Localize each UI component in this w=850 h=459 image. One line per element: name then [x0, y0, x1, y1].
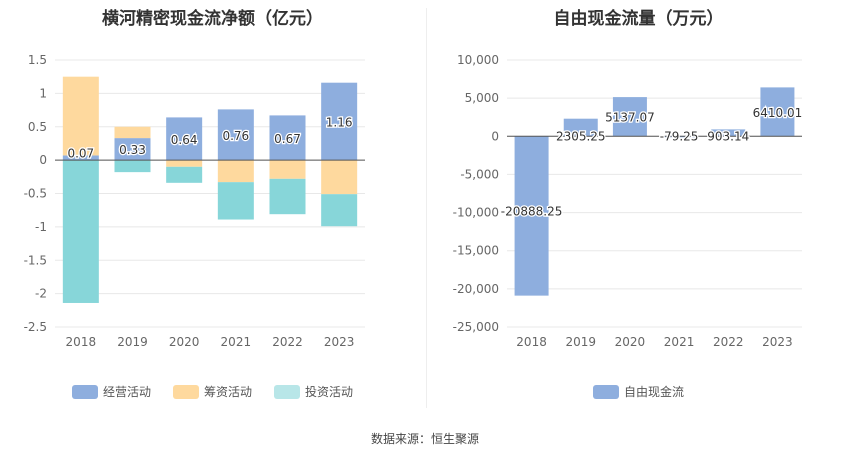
y-tick-label: 0.5 — [28, 120, 47, 134]
bar-investing — [166, 166, 203, 183]
legend: 自由现金流 — [427, 383, 850, 400]
data-label: 1.16 — [326, 115, 353, 129]
bar-investing — [321, 194, 358, 227]
x-tick-label: 2019 — [117, 335, 148, 349]
bar-operating — [269, 115, 306, 161]
bar-operating — [166, 117, 203, 161]
bar-financing — [62, 76, 99, 156]
legend: 经营活动 筹资活动 投资活动 — [0, 383, 425, 400]
y-tick-label: -2 — [35, 287, 47, 301]
bar-financing — [321, 160, 358, 195]
bar-investing — [62, 160, 99, 303]
x-tick-label: 2020 — [615, 335, 646, 349]
legend-label: 自由现金流 — [623, 385, 684, 399]
x-tick-label: 2022 — [272, 335, 303, 349]
bar-free-cash-flow — [563, 118, 598, 137]
x-tick-label: 2021 — [664, 335, 695, 349]
legend-item-financing[interactable]: 筹资活动 — [172, 383, 252, 400]
x-tick-label: 2021 — [221, 335, 252, 349]
data-source: 数据来源：恒生聚源 — [370, 432, 479, 446]
legend-label: 经营活动 — [102, 385, 151, 399]
bar-financing — [114, 126, 151, 139]
free-cash-flow-plot: 10,000 5,000 0 -5,000 -10,000 -15,000 -20,000 -… — [453, 53, 804, 349]
y-tick-label: -20,000 — [453, 282, 499, 296]
y-tick-label: -25,000 — [453, 320, 499, 334]
bar-operating — [217, 109, 254, 161]
bar-free-cash-flow — [711, 129, 746, 137]
data-label: 2305.25 — [556, 129, 606, 143]
x-tick-label: 2018 — [516, 335, 547, 349]
data-label: 6410.01 — [753, 106, 803, 120]
bar-free-cash-flow — [612, 97, 647, 137]
legend-swatch — [274, 384, 300, 399]
legend-item-operating[interactable]: 经营活动 — [71, 383, 151, 400]
data-label: 5137.07 — [605, 111, 655, 125]
bar-operating — [321, 82, 358, 161]
x-tick-label: 2022 — [713, 335, 744, 349]
legend-label: 筹资活动 — [203, 385, 252, 399]
data-label: 0.64 — [171, 133, 198, 147]
bar-operating — [114, 138, 151, 161]
x-tick-label: 2020 — [169, 335, 200, 349]
y-tick-label: 1 — [39, 86, 47, 100]
data-label: 903.14 — [707, 129, 749, 143]
bar-operating — [62, 155, 99, 161]
legend-item-free-cash-flow[interactable]: 自由现金流 — [592, 383, 684, 400]
bar-investing — [269, 178, 306, 215]
legend-swatch — [71, 384, 98, 399]
bar-investing — [114, 160, 151, 173]
x-tick-label: 2018 — [66, 335, 97, 349]
data-label: -79.25 — [660, 129, 699, 143]
free-cash-flow-chart: 自由现金流量（万元） 10,000 5,000 0 -5,000 -10,000 -15,… — [427, 0, 850, 420]
y-tick-label: -5,000 — [460, 167, 499, 181]
y-tick-label: -2.5 — [24, 320, 47, 334]
cash-flow-net-plot: 1.5 1 0.5 0 -0.5 -1 -1.5 -2 -2.5 2018 2019 2020 2021… — [24, 53, 365, 349]
panel-divider — [426, 8, 427, 408]
y-tick-label: -0.5 — [24, 187, 47, 201]
legend-swatch — [172, 384, 199, 399]
data-label: 0.33 — [119, 143, 146, 157]
bar-financing — [166, 160, 203, 167]
y-tick-label: 0 — [39, 153, 47, 167]
chart-title: 横河精密现金流净额（亿元） — [102, 9, 323, 29]
y-tick-label: -10,000 — [453, 206, 499, 220]
y-tick-label: -15,000 — [453, 244, 499, 258]
legend-swatch — [592, 384, 619, 399]
bar-investing — [217, 182, 254, 220]
y-tick-label: 5,000 — [465, 91, 499, 105]
y-tick-label: 10,000 — [457, 53, 499, 67]
x-tick-label: 2023 — [762, 335, 793, 349]
bar-financing — [269, 160, 306, 179]
bar-free-cash-flow — [760, 87, 795, 137]
data-label: 0.76 — [222, 129, 249, 143]
data-label: 0.07 — [67, 146, 94, 160]
legend-item-investing[interactable]: 投资活动 — [274, 383, 353, 400]
y-tick-label: 1.5 — [28, 53, 47, 67]
x-tick-label: 2023 — [324, 335, 355, 349]
bar-financing — [217, 160, 254, 183]
data-label: 0.67 — [274, 132, 301, 146]
legend-label: 投资活动 — [305, 385, 354, 399]
y-tick-label: -1 — [35, 220, 47, 234]
bar-free-cash-flow — [514, 136, 549, 296]
y-tick-label: -1.5 — [24, 253, 47, 267]
data-label: -20888.25 — [501, 205, 563, 219]
cash-flow-net-chart: 横河精密现金流净额（亿元） 1.5 1 0.5 0 -0.5 -1 -1.5 -2 -2.5 20… — [0, 0, 425, 420]
chart-title: 自由现金流量（万元） — [553, 9, 724, 29]
x-tick-label: 2019 — [565, 335, 596, 349]
y-tick-label: 0 — [491, 129, 499, 143]
